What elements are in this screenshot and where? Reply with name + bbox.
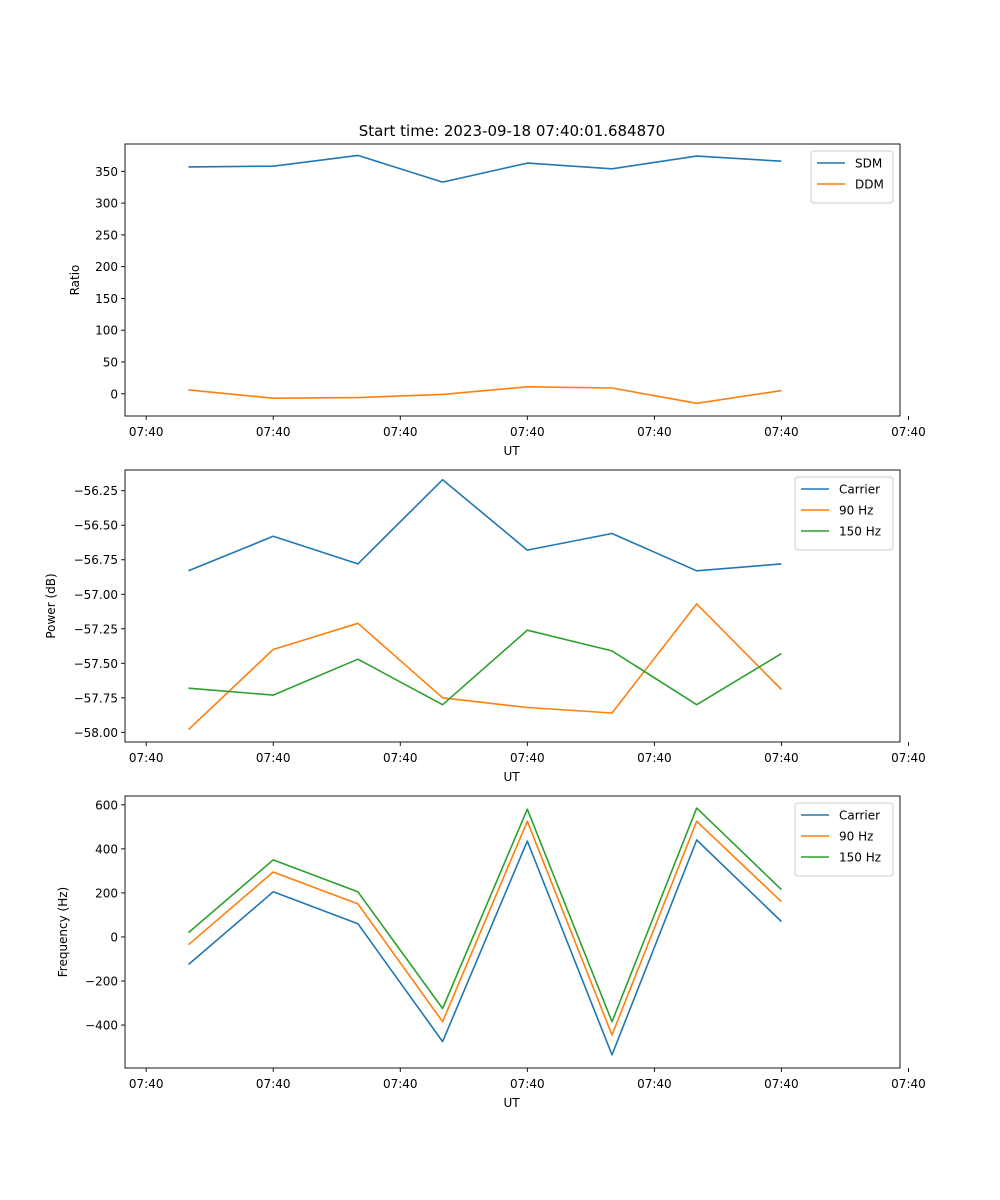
power-y-tick-label: −57.75 [74, 691, 118, 705]
frequency-legend-label-150-hz: 150 Hz [839, 851, 881, 865]
power-y-tick-label: −56.50 [74, 519, 118, 533]
frequency-x-tick-label: 07:40 [129, 1077, 164, 1091]
ratio-x-tick-label: 07:40 [383, 425, 418, 439]
power-x-tick-label: 07:40 [891, 751, 926, 765]
ratio-x-tick-label: 07:40 [256, 425, 291, 439]
power-y-axis-label: Power (dB) [44, 573, 58, 638]
power-y-tick-label: −57.25 [74, 622, 118, 636]
figure-title: Start time: 2023-09-18 07:40:01.684870 [359, 122, 665, 140]
frequency-x-axis-label: UT [503, 1096, 520, 1110]
ratio-y-tick-label: 300 [95, 197, 118, 211]
power-legend-label-carrier: Carrier [839, 483, 880, 497]
ratio-y-tick-label: 250 [95, 228, 118, 242]
frequency-legend-label-carrier: Carrier [839, 809, 880, 823]
ratio-x-tick-label: 07:40 [637, 425, 672, 439]
power-y-tick-label: −57.00 [74, 588, 118, 602]
frequency-legend-label-90-hz: 90 Hz [839, 830, 873, 844]
power-panel: 07:40 07:40 07:40 07:40 07:40 07:40 07:40 −58.0… [44, 469, 926, 784]
ratio-series-sdm-line [188, 154, 782, 183]
frequency-panel: 07:40 07:40 07:40 07:40 07:40 07:40 07:40 −400 −… [56, 795, 926, 1110]
ratio-y-tick-label: 150 [95, 292, 118, 306]
frequency-axes-frame [124, 795, 901, 1069]
ratio-x-tick-label: 07:40 [129, 425, 164, 439]
power-series-150-hz-line [188, 629, 782, 706]
ratio-y-tick-label: 100 [95, 324, 118, 338]
power-series-carrier-line [188, 478, 782, 572]
power-y-tick-label: −56.75 [74, 553, 118, 567]
frequency-series-90-hz-line [187, 820, 782, 1036]
power-series-90-hz-line [187, 603, 782, 731]
ratio-x-tick-label: 07:40 [764, 425, 799, 439]
ratio-series-ddm-line [188, 385, 782, 405]
power-x-tick-label: 07:40 [129, 751, 164, 765]
frequency-x-tick-label: 07:40 [891, 1077, 926, 1091]
frequency-x-tick-label: 07:40 [510, 1077, 545, 1091]
ratio-legend: SDM DDM [810, 150, 894, 204]
power-x-tick-label: 07:40 [764, 751, 799, 765]
power-x-tick-label: 07:40 [510, 751, 545, 765]
power-y-tick-label: −57.50 [74, 657, 118, 671]
ratio-legend-label-ddm: DDM [855, 178, 884, 192]
frequency-y-axis-label: Frequency (Hz) [56, 887, 70, 978]
ratio-x-tick-label: 07:40 [891, 425, 926, 439]
ratio-x-tick-label: 07:40 [510, 425, 545, 439]
frequency-series-carrier-line [187, 839, 782, 1056]
power-x-axis-label: UT [503, 770, 520, 784]
ratio-y-tick-label: 200 [95, 260, 118, 274]
frequency-series-150-hz-line [187, 807, 782, 1023]
ratio-y-axis-label: Ratio [68, 265, 82, 296]
power-x-tick-label: 07:40 [256, 751, 291, 765]
ratio-legend-label-sdm: SDM [855, 157, 882, 171]
power-x-tick-label: 07:40 [637, 751, 672, 765]
power-legend-label-90-hz: 90 Hz [839, 504, 873, 518]
frequency-x-tick-label: 07:40 [256, 1077, 291, 1091]
power-axes-frame [124, 469, 901, 743]
power-y-tick-label: −58.00 [74, 726, 118, 740]
ratio-axes-frame [124, 143, 901, 417]
ratio-legend-box [810, 150, 894, 204]
frequency-y-tick-label: 400 [95, 842, 118, 856]
frequency-legend: Carrier 90 Hz 150 Hz [794, 802, 894, 877]
ratio-y-tick-label: 0 [110, 387, 118, 401]
frequency-x-tick-label: 07:40 [764, 1077, 799, 1091]
ratio-x-axis-label: UT [503, 444, 520, 458]
frequency-y-tick-label: −200 [85, 975, 118, 989]
frequency-x-tick-label: 07:40 [383, 1077, 418, 1091]
ratio-y-tick-label: 50 [103, 355, 118, 369]
power-legend: Carrier 90 Hz 150 Hz [794, 476, 894, 551]
ratio-y-tick-label: 350 [95, 165, 118, 179]
ratio-panel: 07:40 07:40 07:40 07:40 07:40 07:40 07:40 0 50 10… [68, 143, 926, 458]
frequency-x-tick-label: 07:40 [637, 1077, 672, 1091]
frequency-y-tick-label: −400 [85, 1019, 118, 1033]
frequency-y-tick-label: 0 [110, 930, 118, 944]
frequency-y-tick-label: 200 [95, 886, 118, 900]
power-x-tick-label: 07:40 [383, 751, 418, 765]
frequency-y-tick-label: 600 [95, 798, 118, 812]
power-legend-label-150-hz: 150 Hz [839, 525, 881, 539]
power-y-tick-label: −56.25 [74, 484, 118, 498]
